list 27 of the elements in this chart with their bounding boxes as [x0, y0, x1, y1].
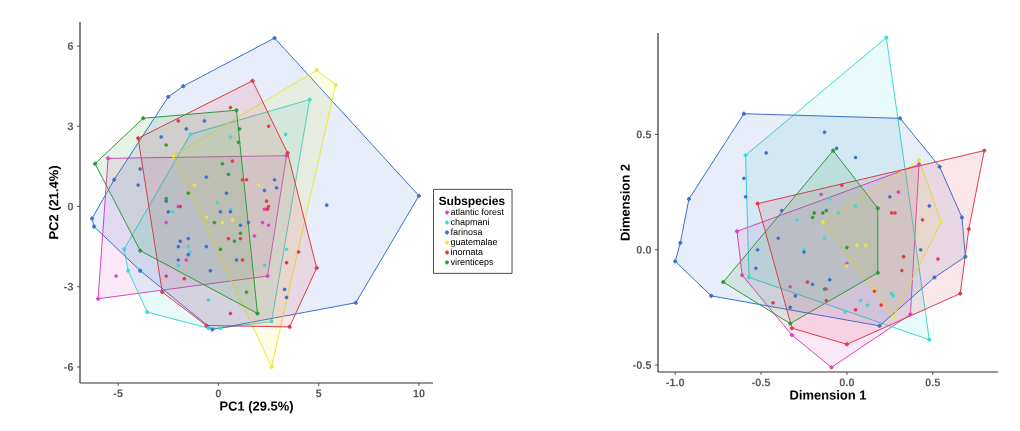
y-tick-label: 0.0: [636, 245, 652, 254]
legend-label: chapmani: [450, 218, 489, 227]
y-tick-label: -0.5: [633, 361, 652, 369]
y-tick-label: 6: [67, 42, 74, 50]
x-tick-label: 0: [215, 389, 221, 398]
x-tick-label: -0.5: [752, 378, 771, 387]
y-tick-label: -3: [64, 282, 74, 291]
y-axis-title: PC2 (21.4%): [48, 166, 61, 239]
x-tick-label: 5: [315, 389, 322, 398]
legend-label: farinosa: [450, 228, 483, 236]
x-tick-label: 10: [413, 389, 425, 398]
x-axis-title: PC1 (29.5%): [220, 401, 293, 414]
legend-label: inornata: [451, 248, 483, 256]
y-tick-label: 0: [67, 202, 74, 211]
x-tick-label: 0.0: [839, 378, 855, 387]
y-tick-label: 3: [67, 122, 74, 131]
legend-label: guatemalae: [450, 238, 498, 247]
x-tick-label: 0.5: [925, 378, 941, 387]
y-tick-label: -6: [64, 363, 74, 371]
x-tick-label: -5: [113, 389, 123, 398]
y-tick-label: 0.5: [636, 130, 652, 139]
x-axis-title: Dimension 1: [790, 390, 867, 400]
y-axis-title: Dimension 2: [620, 164, 630, 241]
legend-title: Subspecies: [438, 196, 505, 208]
legend-label: atlantic forest: [450, 208, 504, 216]
x-tick-label: -1.0: [666, 378, 685, 387]
legend-label: virenticeps: [450, 258, 494, 267]
